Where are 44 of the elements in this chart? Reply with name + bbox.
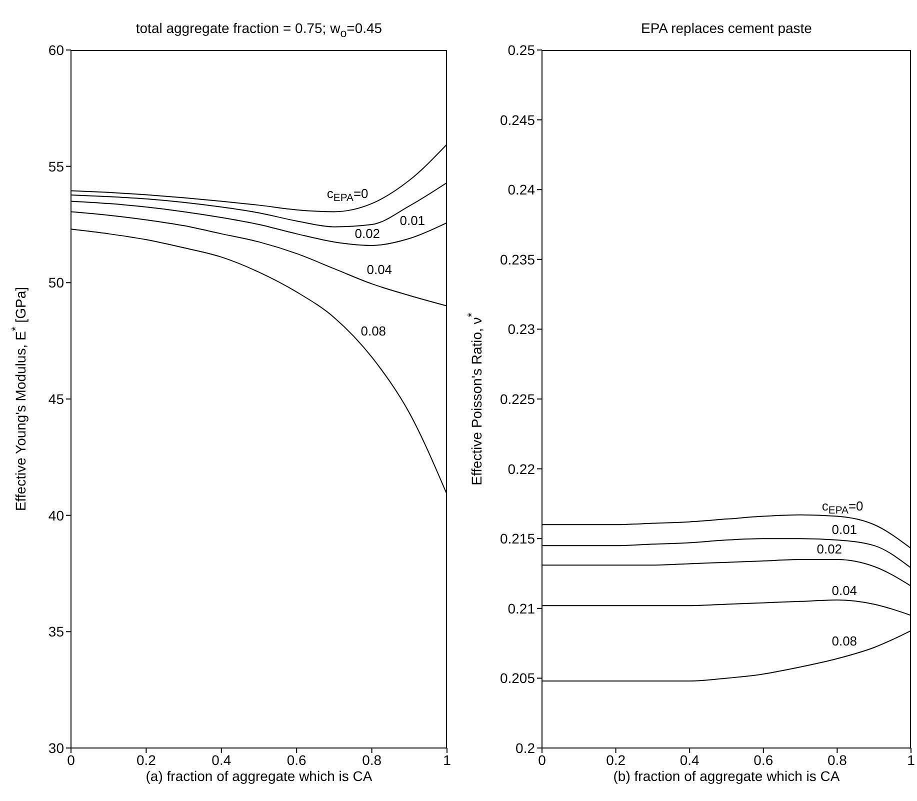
x-tick-label: 0.2: [606, 752, 626, 768]
x-tick-label: 1: [907, 752, 916, 768]
y-tick-label: 45: [48, 390, 64, 407]
x-tick-label: 0.4: [680, 752, 700, 768]
series-label: c$_{EPA}$=0: [822, 498, 864, 516]
series-label: 0.04: [366, 262, 392, 278]
x-axis-title: (a) fraction of aggregate which is CA: [144, 768, 374, 784]
y-tick-label: 0.235: [500, 251, 536, 268]
x-tick-label: 0.2: [136, 752, 156, 768]
y-tick-label: 55: [48, 158, 64, 174]
y-tick-label: 0.215: [500, 530, 536, 547]
y-tick-label: 0.23: [508, 321, 536, 338]
x-tick-label: 0.6: [286, 752, 307, 768]
x-tick-label: 0.8: [827, 752, 848, 768]
y-tick-label: 35: [48, 624, 64, 640]
y-tick-label: 0.22: [508, 460, 536, 477]
series-label: 0.01: [832, 522, 858, 538]
y-tick-label: 40: [48, 507, 64, 524]
chart-title: total aggregate fraction = 0.75; w$_{o}$=0.45: [134, 20, 384, 40]
x-tick-label: 0.6: [754, 752, 774, 768]
series-label: 0.02: [816, 542, 842, 557]
y-tick-label: 30: [48, 740, 64, 756]
series-label: 0.08: [832, 633, 858, 648]
y-tick-label: 0.25: [508, 42, 536, 58]
series-label: c$_{EPA}$=0: [326, 186, 368, 204]
series-label: 0.04: [832, 582, 858, 598]
y-tick-label: 60: [48, 42, 64, 58]
y-tick-label: 0.24: [508, 182, 536, 198]
series-label: 0.02: [354, 226, 380, 242]
x-tick-label: 0.8: [362, 752, 382, 768]
series-label: 0.08: [360, 323, 386, 338]
y-tick-label: 0.225: [500, 390, 536, 407]
x-tick-label: 0: [538, 752, 546, 768]
y-tick-label: 0.2: [516, 740, 536, 756]
x-tick-label: 1: [443, 752, 452, 768]
x-tick-label: 0.4: [212, 752, 232, 768]
series-label: 0.01: [400, 213, 426, 228]
y-tick-label: 0.205: [500, 670, 536, 686]
x-axis-title: (b) fraction of aggregate which is CA: [612, 768, 841, 784]
chart-title: EPA replaces cement paste: [640, 20, 813, 36]
y-tick-label: 50: [48, 274, 64, 291]
y-tick-label: 0.245: [500, 112, 536, 128]
x-tick-label: 0: [67, 752, 76, 768]
y-tick-label: 0.21: [508, 600, 536, 616]
